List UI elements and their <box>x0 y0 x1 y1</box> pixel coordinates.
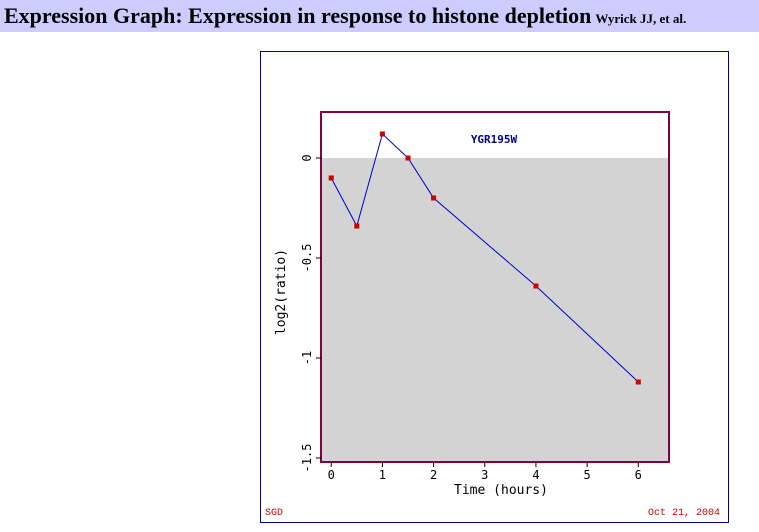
y-axis-label: log2(ratio) <box>274 249 289 335</box>
y-tick-label: -1.5 <box>300 444 314 473</box>
data-point <box>328 175 334 181</box>
y-tick-label: -1 <box>300 351 314 365</box>
gene-label: YGR195W <box>471 133 518 146</box>
x-tick-label: 5 <box>584 468 591 482</box>
page-authors: Wyrick JJ, et al. <box>595 11 687 26</box>
date-label: Oct 21, 2004 <box>647 508 720 519</box>
plot-border <box>320 111 670 463</box>
x-tick-label: 3 <box>481 468 488 482</box>
y-tick-label: 0 <box>300 154 314 161</box>
graph-frame: 0 1 2 3 4 5 6 0 -0.5 -1 -1.5 Time (hours) log2(ratio… <box>260 51 729 523</box>
data-point <box>379 131 385 137</box>
data-point <box>354 223 360 229</box>
data-point <box>405 155 411 161</box>
data-point <box>635 379 641 385</box>
below-zero-region <box>321 158 669 462</box>
x-tick-label: 2 <box>430 468 437 482</box>
data-point <box>431 195 437 201</box>
header-bar: Expression Graph: Expression in response… <box>0 0 759 32</box>
source-label: SGD <box>265 508 284 519</box>
x-tick-label: 4 <box>532 468 539 482</box>
expression-chart: 0 1 2 3 4 5 6 0 -0.5 -1 -1.5 Time (hours) log2(ratio… <box>274 111 670 498</box>
x-tick-label: 6 <box>635 468 642 482</box>
x-tick-label: 0 <box>328 468 335 482</box>
x-tick-label: 1 <box>379 468 386 482</box>
data-point <box>533 283 539 289</box>
x-axis-label: Time (hours) <box>454 483 548 498</box>
y-tick-label: -0.5 <box>300 244 314 273</box>
page-title: Expression Graph: Expression in response… <box>4 3 592 28</box>
